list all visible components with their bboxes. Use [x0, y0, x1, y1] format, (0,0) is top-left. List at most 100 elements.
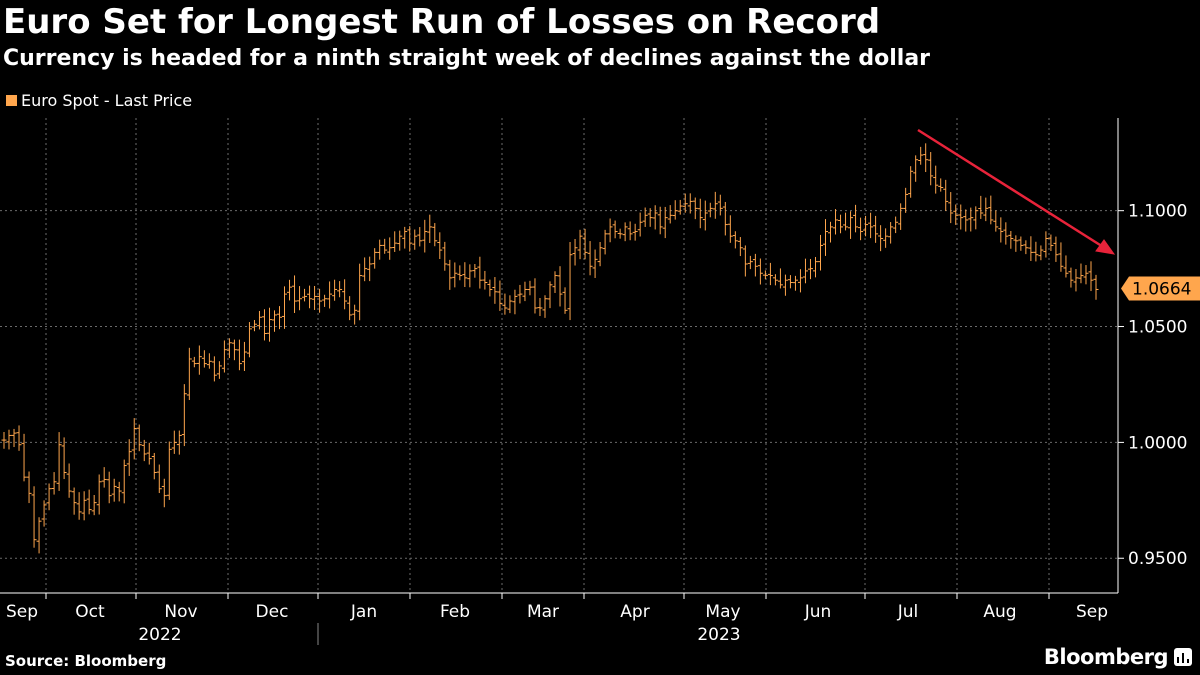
price-bar	[858, 217, 864, 241]
price-bar	[802, 258, 808, 284]
price-bar	[1028, 236, 1034, 262]
price-bar	[191, 356, 197, 368]
price-bar	[121, 459, 127, 504]
price-bar	[131, 418, 137, 460]
price-bar	[1068, 267, 1074, 288]
price-bar	[206, 353, 212, 369]
price-bar	[582, 228, 588, 260]
price-bar	[692, 197, 698, 220]
price-bar	[292, 275, 298, 314]
y-tick-label: 0.9500	[1128, 549, 1187, 569]
price-bar	[186, 347, 192, 401]
price-bar	[988, 195, 994, 225]
price-bar	[452, 262, 458, 288]
price-bar	[236, 339, 242, 371]
price-bar	[91, 494, 97, 516]
price-bar	[226, 338, 232, 359]
price-bar	[707, 202, 713, 218]
price-bar	[307, 285, 313, 309]
price-bar	[557, 266, 563, 307]
price-bar	[732, 231, 738, 249]
price-bar	[943, 179, 949, 211]
price-bar	[928, 152, 934, 186]
price-bar	[838, 214, 844, 234]
price-bar	[482, 270, 488, 290]
trend-arrow-head	[1095, 239, 1116, 255]
price-bar	[201, 350, 207, 368]
price-bar	[792, 275, 798, 291]
price-bar	[241, 341, 247, 372]
price-bar	[362, 257, 368, 282]
price-bar	[893, 216, 899, 234]
price-bar	[627, 221, 633, 241]
price-bar	[166, 441, 172, 500]
price-bar	[1, 432, 7, 449]
last-price-tag-shape	[1121, 276, 1200, 301]
year-label: 2022	[138, 625, 181, 645]
brand-name: Bloomberg	[1043, 645, 1169, 669]
price-bar	[51, 472, 57, 495]
price-bar	[337, 281, 343, 298]
price-bar	[196, 345, 202, 375]
price-bar	[642, 207, 648, 227]
price-bar	[176, 430, 182, 455]
price-bar	[672, 200, 678, 220]
price-bar	[221, 340, 227, 373]
price-bar	[522, 281, 528, 302]
price-bar	[552, 271, 558, 293]
x-tick-label: Nov	[164, 602, 197, 622]
price-bar	[787, 275, 793, 289]
price-bar	[898, 203, 904, 230]
price-bar	[868, 212, 874, 239]
price-bar	[1073, 269, 1079, 292]
price-bar	[542, 295, 548, 318]
price-bar	[547, 281, 553, 309]
price-bar	[1058, 242, 1064, 272]
price-bar	[1003, 222, 1009, 245]
price-bar	[322, 294, 328, 307]
price-bar	[402, 226, 408, 249]
price-bar	[96, 474, 102, 515]
price-bar	[1038, 245, 1044, 261]
price-bar	[181, 384, 187, 447]
x-tick-label: Dec	[256, 602, 289, 622]
chart-subtitle: Currency is headed for a ninth straight …	[3, 46, 931, 71]
price-bar	[752, 253, 758, 277]
price-bar	[998, 217, 1004, 243]
price-bar	[537, 297, 543, 317]
price-bar	[372, 248, 378, 269]
price-bar	[527, 280, 533, 296]
price-bar	[437, 232, 443, 260]
price-bar	[532, 278, 538, 314]
price-bar	[652, 205, 658, 230]
price-bar	[913, 155, 919, 182]
price-bar	[617, 228, 623, 239]
y-tick-label: 1.0000	[1128, 433, 1187, 453]
x-tick-label: Jan	[350, 602, 377, 622]
price-bar	[497, 280, 503, 311]
price-bar	[271, 310, 277, 332]
price-bar	[367, 256, 373, 282]
price-bar	[968, 207, 974, 232]
price-bar	[282, 286, 288, 329]
x-tick-label: May	[705, 602, 740, 622]
price-bar	[807, 258, 813, 280]
y-tick-label: 1.1000	[1128, 202, 1187, 222]
price-bar	[933, 165, 939, 194]
price-bar	[397, 230, 403, 251]
price-bar	[1023, 240, 1029, 255]
price-bar	[833, 209, 839, 235]
price-bar	[812, 256, 818, 278]
price-bar	[141, 439, 147, 462]
price-bar	[918, 146, 924, 165]
legend-label: Euro Spot - Last Price	[21, 91, 193, 110]
price-bar	[938, 178, 944, 192]
price-bar	[41, 500, 47, 527]
price-bar	[817, 234, 823, 271]
price-bar	[146, 442, 152, 465]
price-bar	[477, 256, 483, 289]
trend-arrow	[917, 128, 1116, 255]
price-bar	[387, 237, 393, 260]
price-bar	[637, 212, 643, 237]
